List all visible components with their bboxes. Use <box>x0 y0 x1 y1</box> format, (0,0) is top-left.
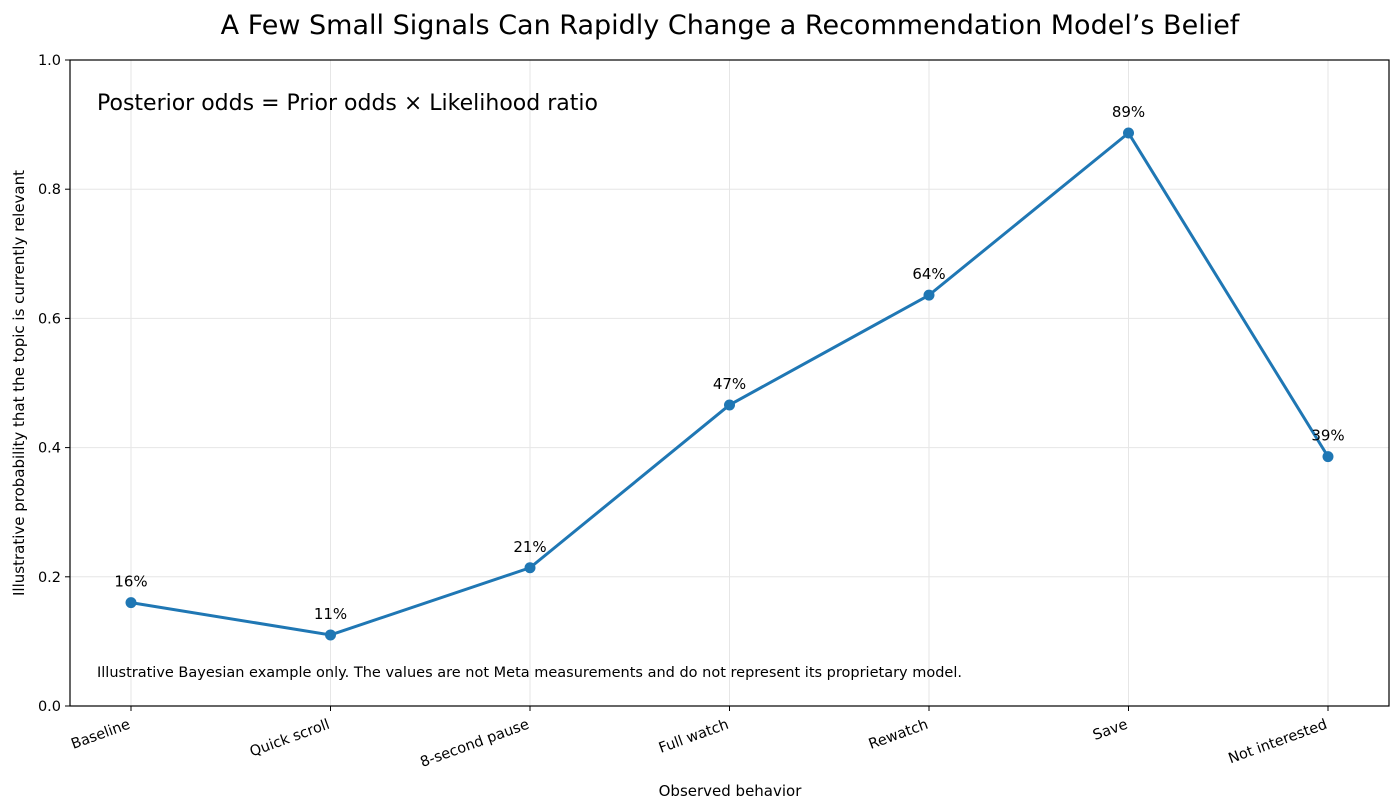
data-label: 47% <box>713 375 746 393</box>
y-tick-label: 1.0 <box>38 53 61 69</box>
data-label: 21% <box>513 538 546 556</box>
x-tick-label: Quick scroll <box>248 717 332 761</box>
chart-title: A Few Small Signals Can Rapidly Change a… <box>221 10 1241 41</box>
data-labels: 16% 11% 21% 47% 64% 89% 39% <box>114 103 1344 623</box>
x-axis: Baseline Quick scroll 8-second pause Full w… <box>69 706 1329 771</box>
y-axis: 0.0 0.2 0.4 0.6 0.8 1.0 <box>38 53 70 715</box>
x-tick-label: Rewatch <box>867 717 931 753</box>
data-points <box>125 127 1334 641</box>
y-tick-label: 0.2 <box>38 570 61 586</box>
x-tick-label: 8-second pause <box>418 717 531 771</box>
data-point <box>524 562 536 574</box>
y-axis-label: Illustrative probability that the topic … <box>10 170 28 596</box>
disclaimer-note: Illustrative Bayesian example only. The … <box>97 665 962 681</box>
data-label: 89% <box>1112 103 1145 121</box>
y-tick-label: 0.4 <box>38 441 61 457</box>
y-tick-label: 0.6 <box>38 311 61 327</box>
data-label: 39% <box>1311 427 1344 445</box>
x-tick-label: Save <box>1091 717 1130 744</box>
data-point <box>1123 127 1134 139</box>
x-tick-label: Full watch <box>657 717 731 757</box>
data-label: 64% <box>912 265 945 283</box>
data-point <box>325 629 336 641</box>
data-point <box>923 289 935 301</box>
data-point <box>1322 451 1334 463</box>
formula-annotation: Posterior odds = Prior odds × Likelihood… <box>97 91 598 116</box>
data-point <box>724 399 735 411</box>
x-axis-label: Observed behavior <box>659 782 803 800</box>
data-label: 11% <box>314 605 347 623</box>
y-tick-label: 0.0 <box>38 699 61 715</box>
y-tick-label: 0.8 <box>38 182 61 198</box>
x-tick-label: Not interested <box>1226 717 1329 768</box>
data-label: 16% <box>114 573 147 591</box>
x-tick-label: Baseline <box>69 717 132 753</box>
data-point <box>125 597 137 609</box>
